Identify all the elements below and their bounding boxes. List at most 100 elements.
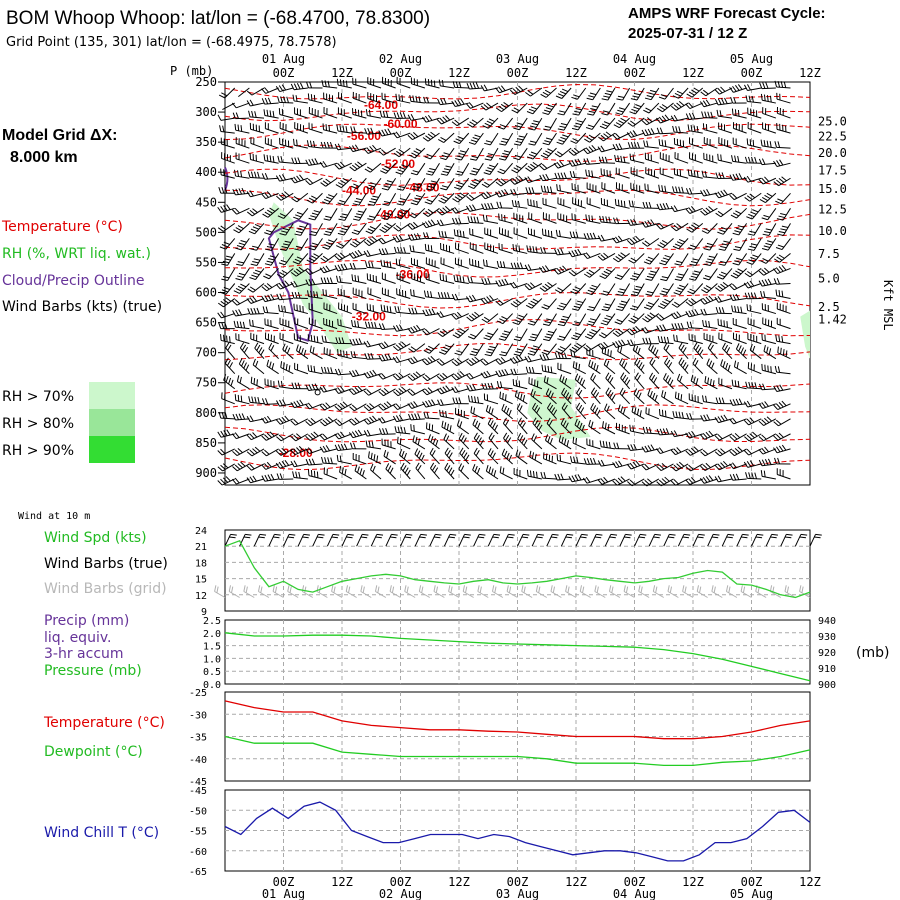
wind-barb xyxy=(498,219,513,224)
wind-barb xyxy=(636,408,640,416)
wind-barb xyxy=(701,289,708,294)
wind-barb xyxy=(512,243,515,251)
wind-barb xyxy=(337,143,342,150)
wind-barb xyxy=(285,363,288,371)
wind-barb xyxy=(617,328,624,334)
wind-barb xyxy=(325,253,338,263)
wind-barb xyxy=(528,233,543,239)
wind-barb xyxy=(439,157,447,161)
wind-barb xyxy=(366,358,382,360)
wind-barb xyxy=(487,277,491,285)
surface-wind-barb-grid xyxy=(770,591,781,598)
surface-wind-barb-grid xyxy=(479,586,482,593)
wind-barb xyxy=(670,430,675,437)
wind-barb xyxy=(592,457,597,465)
wind-barb xyxy=(635,285,642,289)
wind-barb xyxy=(597,146,602,153)
wind-barb xyxy=(775,403,781,409)
wind-barb xyxy=(720,190,725,197)
wind-barb xyxy=(525,167,531,172)
wind-barb xyxy=(617,477,623,483)
wind-barb xyxy=(440,292,444,299)
wind-barb xyxy=(495,300,501,306)
wind-barb xyxy=(708,268,718,281)
wind-barb xyxy=(311,195,318,200)
wind-barb xyxy=(452,81,456,88)
wind-barb xyxy=(250,418,265,423)
wind-barb xyxy=(253,272,260,276)
wind-barb xyxy=(311,458,316,465)
wind-barb xyxy=(370,469,382,480)
wind-barb xyxy=(339,252,346,258)
wind-barb xyxy=(558,230,561,237)
wind-barb xyxy=(644,316,651,321)
wind-barb xyxy=(736,207,747,219)
wind-barb xyxy=(254,347,265,360)
wind-barb xyxy=(553,269,559,275)
wind-barb xyxy=(678,101,685,106)
wind-barb xyxy=(762,177,777,185)
wind-barb xyxy=(715,397,719,404)
wind-barb xyxy=(689,288,696,293)
wind-barb xyxy=(369,200,376,204)
wind-barb xyxy=(382,203,389,206)
wind-barb xyxy=(310,94,313,101)
wind-barb xyxy=(499,201,503,209)
wind-barb xyxy=(513,249,528,254)
wind-barb xyxy=(428,439,440,450)
wind-barb xyxy=(729,436,735,442)
wind-barb xyxy=(554,289,561,294)
wind-barb xyxy=(445,147,455,160)
wind-barb xyxy=(250,142,265,149)
wind-barb xyxy=(686,93,693,98)
wind-barb xyxy=(688,327,703,330)
wind-barb xyxy=(761,447,767,454)
wind-barb xyxy=(466,205,471,212)
wind-barb xyxy=(589,318,597,321)
wind-barb xyxy=(514,390,518,397)
wind-barb xyxy=(532,161,539,167)
wind-barb xyxy=(705,285,712,290)
wind-barb xyxy=(718,172,722,179)
wind-barb xyxy=(540,154,547,159)
wind-barb xyxy=(395,415,400,422)
wind-barb xyxy=(261,295,266,302)
wind-barb xyxy=(380,304,383,311)
surface-wind-barb-grid xyxy=(784,591,796,598)
wind-barb xyxy=(649,390,653,398)
wind-barb xyxy=(600,254,606,260)
height-tick-label: 5.0 xyxy=(818,272,840,286)
wind-barb xyxy=(604,317,611,321)
wind-barb xyxy=(560,302,567,306)
wind-barb xyxy=(631,405,634,413)
wind-barb xyxy=(709,238,718,251)
wind-barb xyxy=(703,338,718,345)
wind-barb xyxy=(278,262,286,266)
wind-barb xyxy=(404,467,409,474)
wind-barb xyxy=(632,349,645,360)
wind-barb xyxy=(501,409,513,420)
wind-barb xyxy=(559,90,567,95)
wind-barb xyxy=(400,468,411,480)
wind-barb xyxy=(487,418,492,425)
wind-barb xyxy=(600,478,606,484)
wind-barb xyxy=(605,216,608,223)
wind-barb xyxy=(746,175,752,182)
wind-barb xyxy=(641,446,646,453)
wind-barb xyxy=(386,222,393,227)
wind-barb xyxy=(338,354,352,360)
wind-barb xyxy=(543,338,550,342)
wind-barb xyxy=(542,152,550,157)
wind-barb xyxy=(376,455,379,462)
wind-barb xyxy=(411,358,426,365)
wind-barb xyxy=(236,245,244,248)
wind-barb xyxy=(719,433,733,441)
surface-wind-barb-grid xyxy=(391,586,395,593)
wind-barb xyxy=(290,460,295,467)
wind-barb xyxy=(583,346,589,352)
wind-barb xyxy=(310,255,318,260)
wind-barb xyxy=(746,281,752,288)
wind-barb xyxy=(490,343,499,356)
wind-barb xyxy=(254,446,261,452)
wind-barb xyxy=(688,478,694,484)
